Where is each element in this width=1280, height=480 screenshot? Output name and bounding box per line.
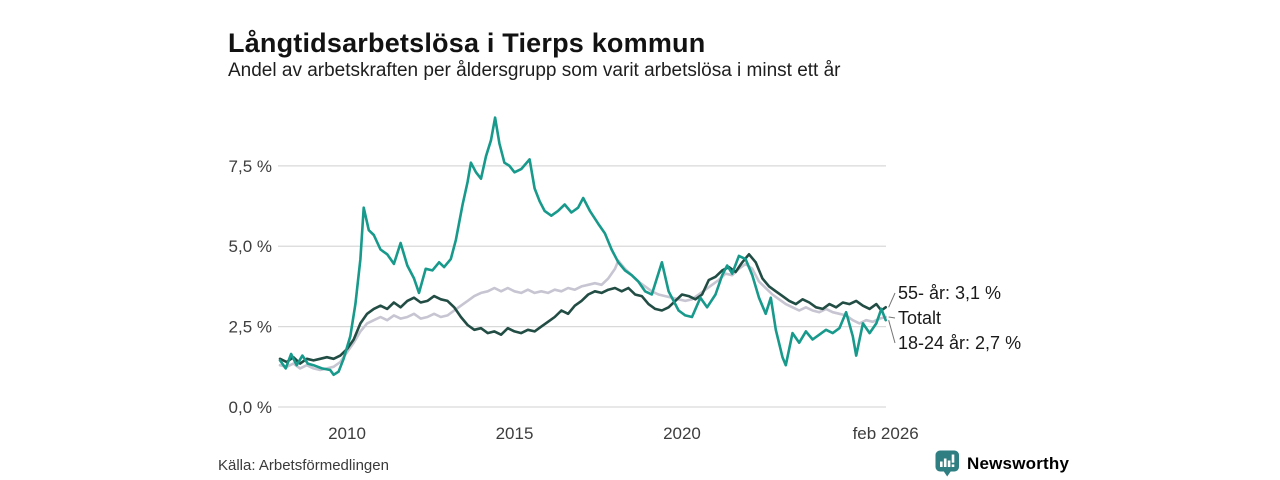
annotation-connector <box>888 292 896 308</box>
newsworthy-wordmark: Newsworthy <box>967 453 1070 473</box>
chart-subtitle: Andel av arbetskraften per åldersgrupp s… <box>228 60 841 81</box>
annotation-connector <box>888 316 896 319</box>
y-tick-label: 7,5 % <box>229 157 272 176</box>
x-tick-label: 2020 <box>663 424 701 443</box>
x-tick-label: 2015 <box>496 424 534 443</box>
newsworthy-logo-icon <box>935 450 959 477</box>
annotation-series-totalt: Totalt <box>898 308 942 328</box>
newsworthy-logo: Newsworthy <box>935 450 1069 477</box>
x-tick-label: feb 2026 <box>853 424 919 443</box>
source-note: Källa: Arbetsförmedlingen <box>218 457 389 474</box>
annotation-series-18-24-ar: 18-24 år: 2,7 % <box>898 333 1022 353</box>
series-line-18-24-r <box>278 116 888 377</box>
series-line-totalt <box>278 259 888 372</box>
annotation-series-55-ar: 55- år: 3,1 % <box>898 283 1002 303</box>
x-tick-label: 2010 <box>328 424 366 443</box>
y-tick-label: 2,5 % <box>229 318 272 337</box>
series-line-55-r <box>278 253 888 365</box>
y-tick-label: 0,0 % <box>229 398 272 417</box>
chart-title: Långtidsarbetslösa i Tierps kommun <box>228 28 706 59</box>
annotation-connector <box>888 320 896 344</box>
y-tick-label: 5,0 % <box>229 237 272 256</box>
